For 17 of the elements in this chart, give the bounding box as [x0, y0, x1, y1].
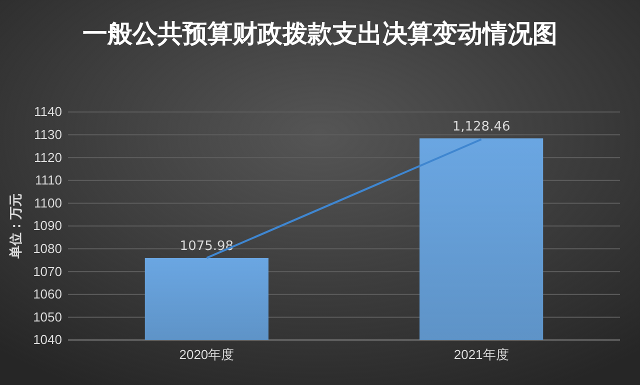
y-tick-label: 1050 — [33, 309, 62, 324]
y-axis-title: 单位：万元 — [8, 194, 24, 260]
data-label: 1,128.46 — [452, 119, 510, 134]
y-tick-label: 1070 — [33, 264, 62, 279]
y-tick-label: 1110 — [35, 172, 62, 188]
y-tick-label: 1140 — [34, 104, 62, 120]
data-label: 1075.98 — [180, 238, 234, 254]
chart-title: 一般公共预算财政拨款支出决算变动情况图 — [82, 19, 558, 48]
y-tick-label: 1130 — [34, 126, 62, 142]
y-tick-label: 1100 — [34, 195, 62, 210]
y-tick-label: 1090 — [33, 218, 62, 234]
x-tick-label: 2020年度 — [179, 347, 234, 362]
x-tick-label: 2021年度 — [454, 347, 509, 362]
y-tick-label: 1040 — [33, 332, 62, 348]
y-tick-label: 1120 — [34, 150, 62, 165]
y-tick-label: 1080 — [33, 240, 62, 256]
y-tick-label: 1060 — [33, 286, 62, 302]
